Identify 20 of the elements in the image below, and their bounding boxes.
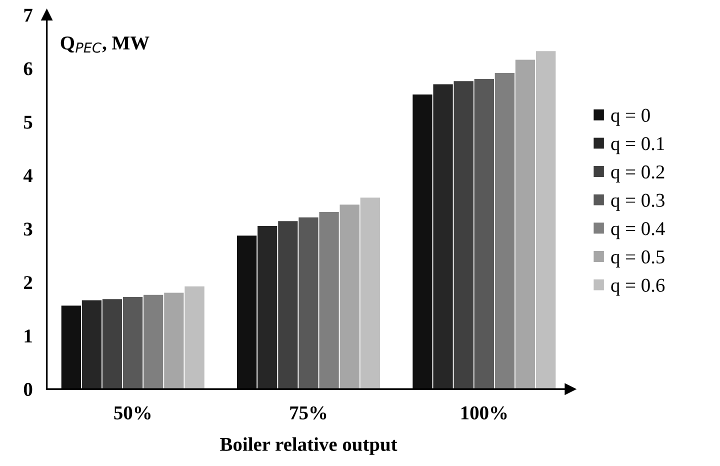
legend-label: q = 0 <box>611 108 650 126</box>
x-tick-label: 50% <box>114 406 150 420</box>
legend-label: q = 0.5 <box>611 250 664 268</box>
y-tick-label: 2 <box>24 276 32 289</box>
x-tick-label: 75% <box>290 406 326 420</box>
x-axis-title: Boiler relative output <box>220 437 398 455</box>
x-tick-label: 100% <box>461 406 507 420</box>
y-tick-label: 1 <box>24 330 32 342</box>
legend-label: q = 0.2 <box>611 165 664 182</box>
y-tick-label: 6 <box>24 62 32 76</box>
y-axis-title: Q$_{PEC}$, MW <box>60 36 150 53</box>
y-tick-label: 0 <box>24 382 32 396</box>
legend-label: q = 0.1 <box>611 137 664 154</box>
y-tick-label: 5 <box>24 116 32 129</box>
y-tick-label: 3 <box>24 222 32 236</box>
y-tick-label: 7 <box>24 8 32 22</box>
y-tick-label: 4 <box>23 169 33 182</box>
legend-label: q = 0.4 <box>611 222 665 240</box>
legend-label: q = 0.6 <box>611 278 665 296</box>
legend-label: q = 0.3 <box>611 194 664 211</box>
